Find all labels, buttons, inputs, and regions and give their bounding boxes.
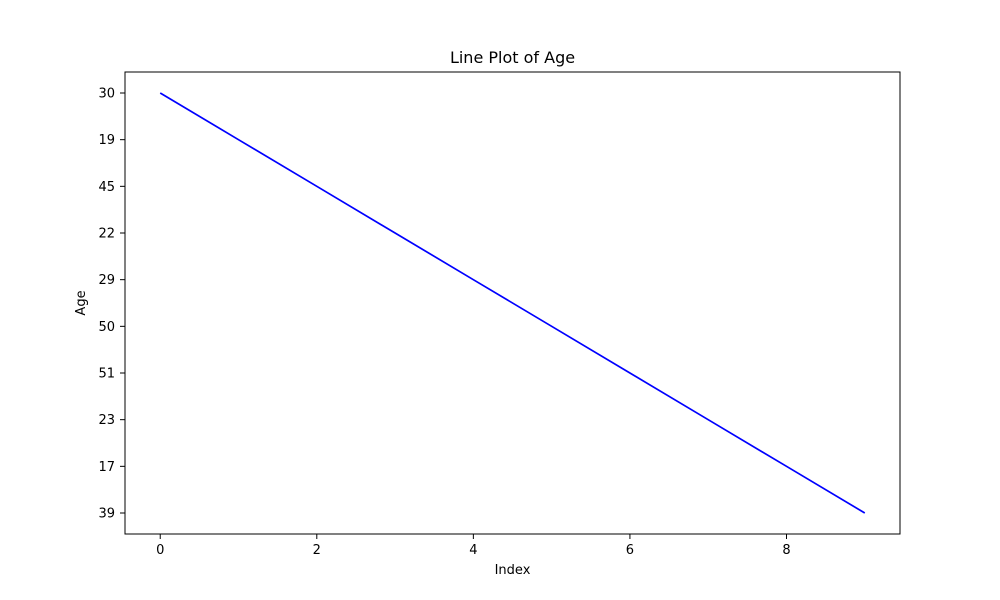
- y-tick-label: 45: [98, 180, 115, 195]
- y-axis-ticks: 30 19 45 22 29 50 51 23 17 39: [98, 87, 125, 522]
- y-tick-label: 22: [98, 227, 115, 242]
- x-tick-label: 8: [782, 543, 790, 558]
- chart-title: Line Plot of Age: [450, 48, 575, 67]
- x-tick-label: 0: [156, 543, 164, 558]
- y-tick-label: 23: [98, 413, 115, 428]
- y-tick-label: 50: [98, 320, 115, 335]
- plot-area-frame: [124, 71, 901, 535]
- x-tick-label: 4: [469, 543, 477, 558]
- x-tick-label: 6: [626, 543, 634, 558]
- x-axis-label: Index: [495, 563, 531, 578]
- age-series-line: [159, 92, 866, 514]
- y-tick-label: 39: [98, 507, 115, 522]
- y-tick-label: 17: [98, 460, 115, 475]
- y-axis-label: Age: [74, 290, 89, 315]
- x-tick-label: 2: [313, 543, 321, 558]
- y-tick-label: 19: [98, 133, 115, 148]
- y-tick-label: 30: [98, 87, 115, 102]
- y-tick-label: 51: [98, 367, 115, 382]
- x-axis-ticks: 0 2 4 6 8: [156, 534, 791, 558]
- y-tick-label: 29: [98, 273, 115, 288]
